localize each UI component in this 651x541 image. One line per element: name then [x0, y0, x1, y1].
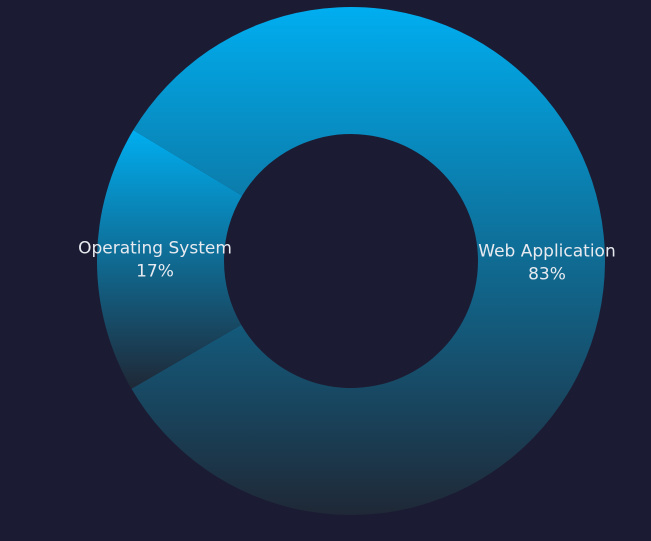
- slice-value-label: 17%: [136, 262, 174, 282]
- slice-label: Web Application: [478, 241, 615, 261]
- slice-value-label: 83%: [528, 264, 566, 284]
- donut-slice: [131, 6, 606, 515]
- slice-label: Operating System: [78, 239, 232, 259]
- donut-slice: [97, 130, 243, 389]
